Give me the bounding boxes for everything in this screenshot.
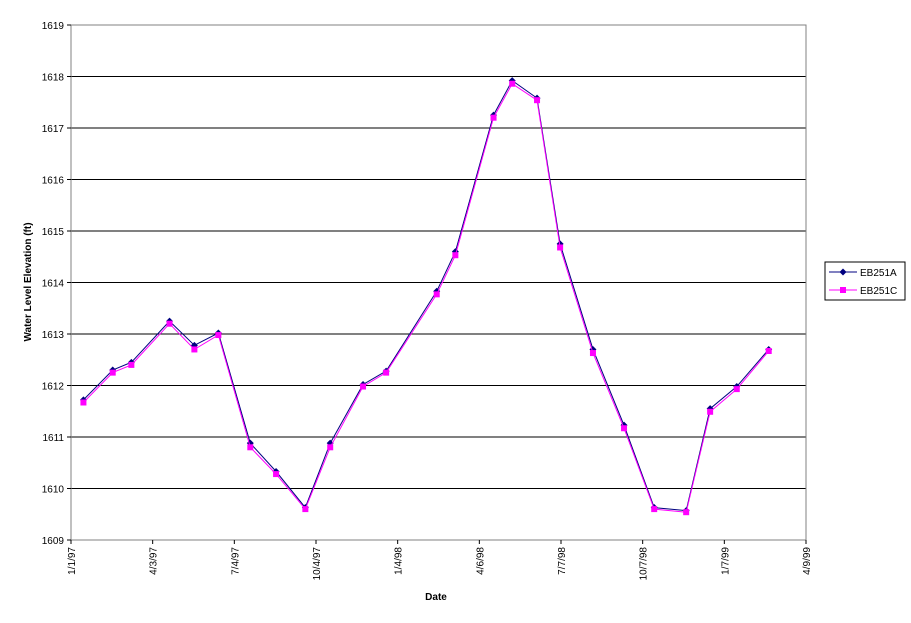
x-tick-label: 7/7/98	[557, 547, 568, 575]
gridlines	[71, 76, 806, 489]
legend: EB251A EB251C	[824, 261, 906, 301]
point-eb251c	[383, 369, 390, 376]
y-tick-label: 1618	[42, 73, 65, 84]
x-tick-label: 1/1/97	[67, 547, 78, 575]
point-eb251c	[452, 252, 459, 259]
y-axis-label: Water Level Elevation (ft)	[23, 222, 34, 341]
point-eb251c	[707, 408, 714, 415]
x-tick-label: 10/7/98	[639, 547, 650, 581]
point-eb251c	[683, 509, 690, 516]
y-tick-label: 1614	[42, 279, 65, 290]
point-eb251c	[651, 506, 658, 513]
x-axis-ticks: 1/1/97 4/3/97 7/4/97 10/4/97 1/4/98 4/6/98 7/7…	[67, 540, 813, 580]
point-eb251c	[128, 361, 135, 368]
point-eb251c	[433, 291, 440, 298]
series-group	[79, 77, 773, 516]
point-eb251c	[215, 332, 222, 339]
point-eb251c	[534, 97, 541, 104]
point-eb251c	[273, 471, 280, 478]
y-tick-label: 1617	[42, 124, 65, 135]
y-tick-label: 1619	[42, 21, 65, 32]
legend-label-eb251a: EB251A	[860, 268, 897, 279]
y-tick-label: 1609	[42, 536, 65, 547]
legend-label-eb251c: EB251C	[860, 286, 897, 297]
point-eb251c	[765, 347, 772, 354]
x-tick-label: 4/9/99	[802, 547, 813, 575]
point-eb251c	[490, 114, 497, 121]
point-eb251c	[302, 506, 309, 513]
point-eb251c	[191, 346, 198, 353]
x-tick-label: 4/3/97	[149, 547, 160, 575]
x-axis-label: Date	[425, 592, 447, 603]
y-tick-label: 1613	[42, 330, 65, 341]
point-eb251c	[509, 80, 516, 87]
point-eb251c	[589, 350, 596, 357]
y-tick-label: 1615	[42, 227, 65, 238]
point-eb251c	[166, 320, 173, 327]
x-tick-label: 1/4/98	[394, 547, 405, 575]
point-eb251c	[621, 425, 628, 432]
x-tick-label: 4/6/98	[475, 547, 486, 575]
y-tick-label: 1611	[42, 433, 64, 444]
point-eb251c	[80, 399, 87, 406]
y-tick-label: 1610	[42, 485, 65, 496]
legend-marker-eb251a	[839, 268, 847, 276]
x-tick-label: 1/7/99	[720, 547, 731, 575]
legend-box	[824, 261, 906, 301]
y-tick-label: 1616	[42, 176, 65, 187]
point-eb251c	[247, 444, 254, 451]
point-eb251c	[360, 383, 367, 390]
point-eb251c	[557, 244, 564, 251]
x-tick-label: 10/4/97	[312, 547, 323, 581]
y-axis-ticks: 1609 1610 1611 1612 1613 1614 1615 1616 1617 1618…	[42, 21, 71, 547]
point-eb251c	[733, 386, 740, 393]
x-tick-label: 7/4/97	[230, 547, 241, 575]
point-eb251c	[109, 369, 116, 376]
y-tick-label: 1612	[42, 382, 65, 393]
point-eb251c	[327, 444, 334, 451]
legend-marker-eb251c	[840, 287, 846, 293]
